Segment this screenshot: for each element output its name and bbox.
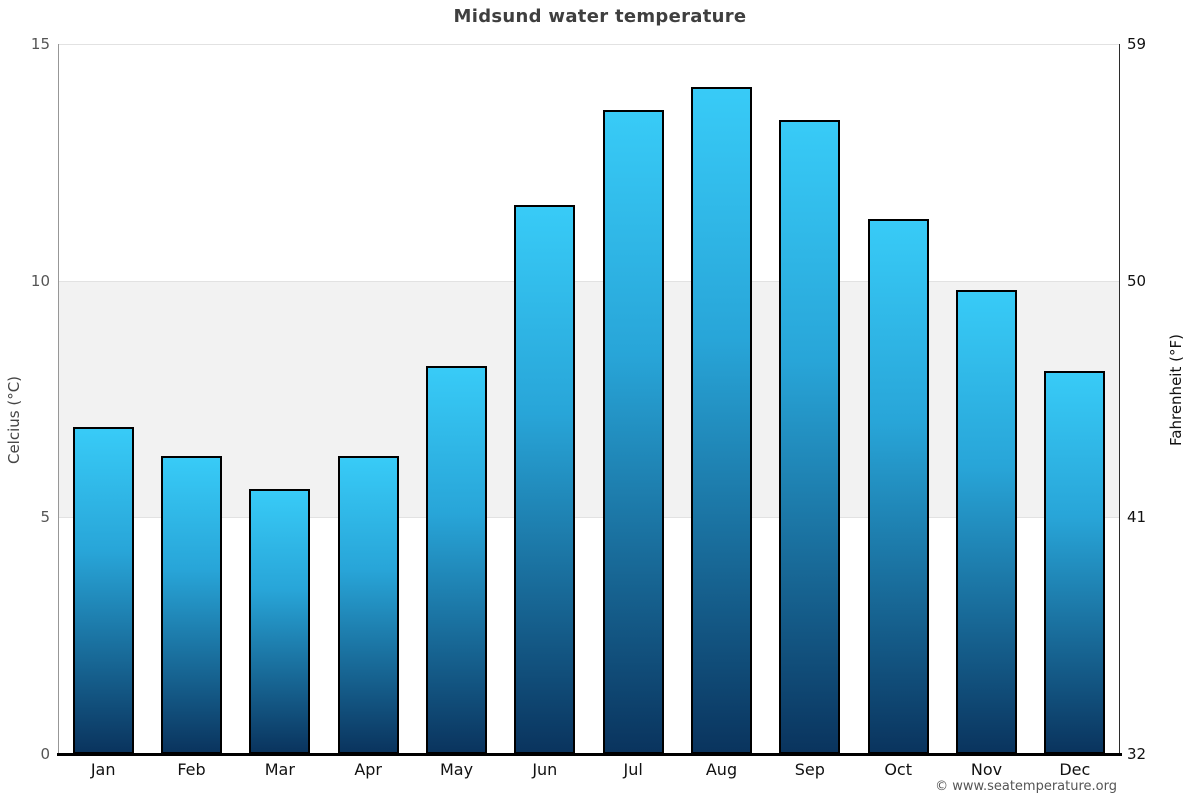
gridline-15 (59, 44, 1119, 45)
x-tick-jan: Jan (90, 760, 116, 779)
copyright-text: © www.seatemperature.org (935, 779, 1117, 794)
y-tick-celsius-15: 15 (30, 35, 50, 53)
x-tick-dec: Dec (1059, 760, 1091, 779)
y-tick-fahrenheit-50: 50 (1127, 271, 1147, 290)
bar-aug (691, 87, 752, 754)
bar-feb (161, 456, 222, 754)
right-axis-line (1119, 44, 1120, 754)
x-tick-jul: Jul (623, 760, 643, 779)
y-tick-fahrenheit-41: 41 (1127, 508, 1147, 527)
x-tick-sep: Sep (794, 760, 825, 779)
left-axis-line (58, 44, 59, 754)
y-axis-title-celsius: Celcius (°C) (5, 375, 23, 465)
x-tick-mar: Mar (264, 760, 295, 779)
bar-mar (249, 489, 311, 754)
x-tick-feb: Feb (177, 760, 206, 779)
y-tick-fahrenheit-59: 59 (1127, 35, 1147, 53)
y-tick-fahrenheit-32: 32 (1127, 745, 1147, 763)
shaded-band-5-10 (59, 280, 1119, 518)
y-tick-celsius-10: 10 (30, 271, 50, 290)
bar-jul (602, 110, 664, 754)
bar-apr (337, 456, 399, 754)
gridline-5 (59, 517, 1119, 519)
bar-nov (956, 290, 1017, 754)
x-tick-oct: Oct (884, 760, 912, 779)
bar-sep (779, 120, 841, 754)
x-tick-aug: Aug (705, 760, 738, 779)
bottom-axis-line (57, 753, 1122, 756)
y-axis-title-fahrenheit: Fahrenheit (°F) (1167, 334, 1185, 446)
gridline-10 (59, 280, 1119, 282)
x-tick-nov: Nov (970, 760, 1003, 779)
bar-oct (867, 219, 929, 754)
y-tick-celsius-5: 5 (40, 508, 50, 527)
chart-title: Midsund water temperature (453, 6, 747, 27)
x-tick-may: May (439, 760, 474, 779)
plot-area: Jan Feb Mar Apr May Jun Jul Aug Sep Oct Nov Dec (57, 44, 1122, 779)
x-tick-jun: Jun (532, 760, 558, 779)
bar-jun (514, 205, 576, 754)
bar-jan (72, 427, 134, 754)
bar-dec (1044, 371, 1106, 754)
y-tick-celsius-0: 0 (40, 745, 50, 763)
x-tick-apr: Apr (354, 760, 382, 779)
bar-may (426, 366, 487, 754)
